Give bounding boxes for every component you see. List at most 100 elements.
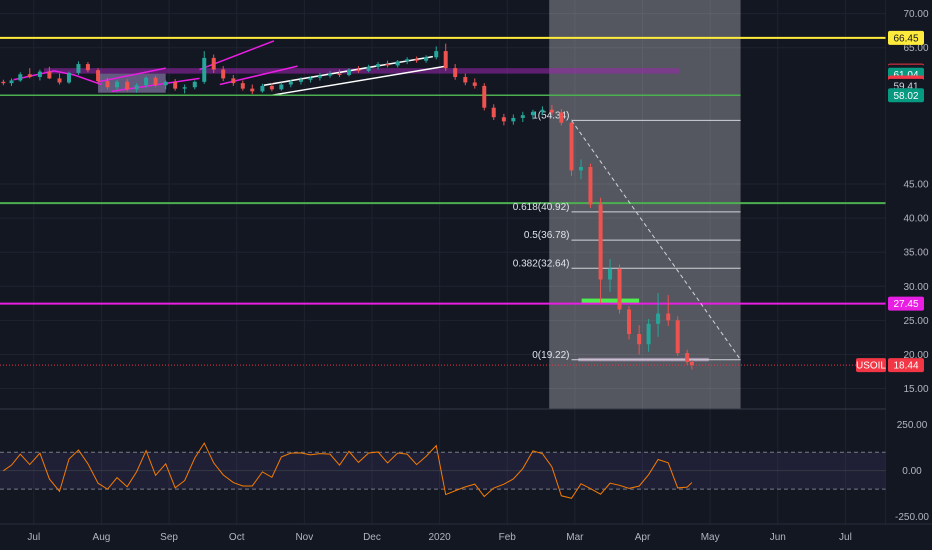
support-zone[interactable] [581, 298, 640, 305]
candle-body [96, 70, 101, 82]
candle[interactable] [626, 306, 631, 340]
candle[interactable] [366, 64, 371, 73]
candle[interactable] [192, 80, 197, 90]
candle[interactable] [163, 80, 168, 90]
candle[interactable] [115, 79, 120, 90]
candle[interactable] [424, 55, 429, 63]
horizontal-lines[interactable] [0, 36, 886, 305]
candle-body [76, 64, 81, 73]
candle[interactable] [85, 62, 90, 73]
candle[interactable] [9, 78, 14, 86]
candle[interactable] [250, 84, 255, 95]
candle[interactable] [27, 68, 32, 79]
candle[interactable] [434, 46, 439, 60]
candle[interactable] [549, 104, 554, 116]
candle[interactable] [1, 79, 6, 86]
candle[interactable] [57, 73, 62, 85]
candle[interactable] [202, 51, 207, 84]
candle-body [540, 109, 545, 112]
candle[interactable] [182, 84, 187, 94]
candle[interactable] [96, 68, 101, 84]
candle[interactable] [328, 70, 333, 78]
candle[interactable] [453, 64, 458, 80]
candle-body [346, 69, 351, 75]
price-tick-label: 45.00 [903, 180, 928, 191]
candle[interactable] [637, 325, 642, 355]
candle[interactable] [240, 80, 245, 91]
candle[interactable] [211, 54, 216, 73]
time-tick-label: Aug [93, 532, 111, 543]
candle[interactable] [337, 69, 342, 78]
candle[interactable] [617, 264, 622, 314]
candle[interactable] [685, 349, 690, 365]
candle[interactable] [173, 79, 178, 91]
candle[interactable] [463, 73, 468, 86]
fibonacci-retracement[interactable]: 1(54.34) 0.618(40.92) 0.5(36.78) 0.382(32.6… [513, 110, 741, 361]
time-axis[interactable]: Jul Aug Sep Oct Nov Dec 2020 Feb Mar Apr May Jun Jul [27, 532, 851, 543]
price-tick-label: 30.00 [903, 282, 928, 293]
candle-body [9, 80, 14, 84]
candle[interactable] [288, 79, 293, 88]
candle[interactable] [520, 111, 525, 123]
candle[interactable] [491, 104, 496, 120]
candle-body [569, 122, 574, 171]
candle[interactable] [260, 83, 265, 93]
candle[interactable] [269, 83, 274, 92]
candle[interactable] [298, 77, 303, 85]
candle[interactable] [588, 163, 593, 208]
candle[interactable] [666, 295, 671, 326]
channel-line-0[interactable] [97, 67, 166, 83]
candle[interactable] [608, 259, 613, 292]
candle[interactable] [125, 79, 130, 92]
candle[interactable] [66, 71, 71, 84]
candle-body [588, 167, 593, 205]
candle[interactable] [144, 76, 149, 88]
candle[interactable] [395, 59, 400, 68]
candle-body [666, 313, 671, 321]
candle-body [153, 77, 158, 86]
candle[interactable] [405, 57, 410, 65]
candle[interactable] [578, 159, 583, 180]
candle[interactable] [598, 197, 603, 304]
channel-line-5[interactable] [270, 65, 447, 97]
candle[interactable] [317, 72, 322, 81]
candle[interactable] [511, 114, 516, 125]
candle[interactable] [356, 66, 361, 73]
candle[interactable] [472, 78, 477, 89]
candle[interactable] [279, 82, 284, 91]
drawing-layer: 1(54.34) 0.618(40.92) 0.5(36.78) 0.382(32.6… [0, 36, 886, 366]
candle[interactable] [646, 319, 651, 352]
candle[interactable] [134, 83, 139, 93]
time-tick-label: Oct [229, 532, 245, 543]
candle[interactable] [443, 43, 448, 71]
candle[interactable] [482, 83, 487, 111]
candle[interactable] [376, 62, 381, 70]
candle[interactable] [221, 66, 226, 82]
candlestick-series[interactable] [1, 43, 694, 370]
candle[interactable] [689, 359, 694, 370]
price-tick-label: 15.00 [903, 384, 928, 395]
candle[interactable] [308, 76, 313, 83]
candle[interactable] [37, 69, 42, 81]
candle[interactable] [76, 61, 81, 75]
candle[interactable] [540, 106, 545, 116]
candle[interactable] [414, 56, 419, 63]
candle[interactable] [105, 77, 110, 90]
candle[interactable] [569, 119, 574, 176]
candle[interactable] [231, 74, 236, 86]
candle[interactable] [18, 72, 23, 82]
candle[interactable] [656, 293, 661, 337]
candle[interactable] [530, 109, 535, 120]
oscillator-pane[interactable] [0, 442, 886, 499]
candle[interactable] [559, 109, 564, 126]
candle[interactable] [501, 113, 506, 126]
candle[interactable] [385, 60, 390, 68]
candle[interactable] [346, 68, 351, 77]
candle[interactable] [153, 75, 158, 88]
candle-body [211, 57, 216, 70]
candle[interactable] [675, 316, 680, 356]
zigzag-line[interactable] [13, 70, 102, 86]
candle[interactable] [47, 66, 52, 80]
resistance-zone[interactable] [43, 68, 680, 74]
